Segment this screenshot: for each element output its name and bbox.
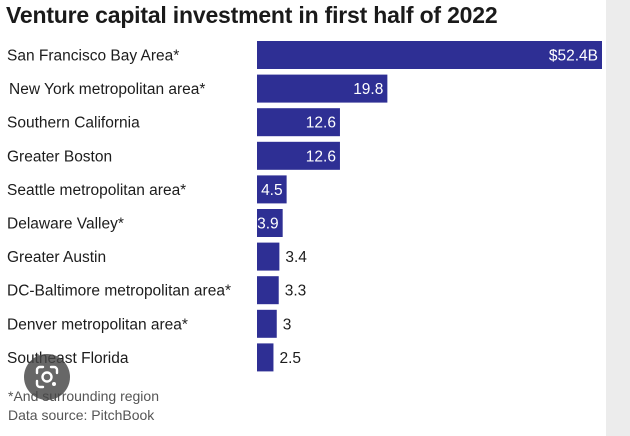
category-label: Greater Boston: [7, 148, 112, 165]
category-label: Seattle metropolitan area*: [7, 182, 186, 199]
bar-value-label: 3.3: [285, 283, 307, 300]
bar: [257, 242, 280, 271]
bar: [257, 108, 340, 137]
bar-chart: San Francisco Bay Area* $52.4B New York me…: [7, 41, 602, 372]
bar-value-label: 12.6: [306, 148, 336, 165]
page-margin: [606, 0, 630, 436]
bar: [257, 74, 388, 103]
bar-value-label: $52.4B: [549, 48, 598, 65]
bar-value-label: 4.5: [261, 182, 283, 199]
bar-value-label: 3: [283, 316, 292, 333]
google-lens-icon: [35, 365, 59, 389]
bar-value-label: 3.4: [285, 249, 307, 266]
category-label: Southern California: [7, 115, 140, 132]
chart-card: [0, 0, 606, 436]
category-label: Delaware Valley*: [7, 216, 124, 233]
category-label: Southeast Florida: [7, 350, 129, 367]
bar-value-label: 2.5: [279, 350, 301, 367]
category-label: Greater Austin: [7, 249, 106, 266]
bar: [257, 209, 283, 237]
data-source: Data source: PitchBook: [8, 407, 155, 423]
bar: [257, 141, 340, 170]
bar: [257, 276, 279, 305]
category-label: New York metropolitan area*: [9, 81, 205, 98]
bar-value-label: 19.8: [353, 81, 383, 98]
bar: [257, 41, 602, 69]
bar: [257, 343, 274, 372]
bar-value-label: 12.6: [306, 115, 336, 132]
google-lens-button[interactable]: [24, 354, 70, 400]
category-label: DC-Baltimore metropolitan area*: [7, 283, 231, 300]
chart-title: Venture capital investment in first half…: [6, 2, 498, 28]
category-label: San Francisco Bay Area*: [7, 48, 179, 65]
bar-value-label: 3.9: [257, 216, 279, 233]
category-label: Denver metropolitan area*: [7, 316, 188, 333]
bar: [257, 309, 277, 338]
bar: [257, 175, 287, 204]
